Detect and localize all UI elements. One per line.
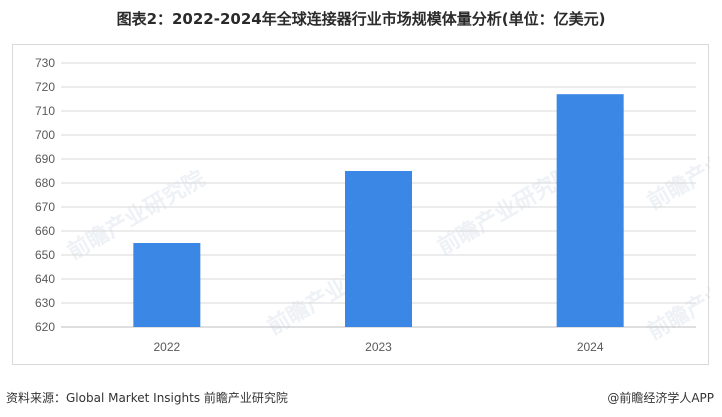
y-tick-label: 640 (35, 272, 55, 286)
y-tick-label: 680 (35, 176, 55, 190)
x-tick-label: 2022 (153, 340, 180, 354)
y-tick-label: 630 (35, 296, 55, 310)
chart-frame: 前瞻产业研究院 前瞻产业研究院 前瞻产业研究院 前瞻产业研究院 前瞻产业研究院 620 6… (12, 44, 710, 365)
bar-2022 (133, 243, 201, 327)
y-tick-label: 710 (35, 104, 55, 118)
bar-2023 (345, 171, 412, 327)
brand-note: @前瞻经济学人APP (607, 391, 714, 405)
y-axis: 620 630 640 650 660 670 680 690 700 710 720 730 (35, 56, 55, 334)
y-tick-label: 650 (35, 248, 55, 262)
bar-2024 (556, 94, 624, 327)
watermark-text: 前瞻产业研究院 (643, 116, 710, 216)
y-tick-label: 730 (35, 56, 55, 70)
y-tick-label: 720 (35, 80, 55, 94)
y-tick-label: 660 (35, 224, 55, 238)
y-tick-label: 690 (35, 152, 55, 166)
chart-title: 图表2：2022-2024年全球连接器行业市场规模体量分析(单位：亿美元) (116, 10, 606, 28)
y-tick-label: 670 (35, 200, 55, 214)
x-tick-label: 2023 (365, 340, 392, 354)
y-tick-label: 620 (35, 320, 55, 334)
bars (133, 94, 624, 327)
source-note: 资料来源：Global Market Insights 前瞻产业研究院 (6, 391, 288, 405)
x-tick-label: 2024 (577, 340, 604, 354)
y-tick-label: 700 (35, 128, 55, 142)
x-axis: 2022 2023 2024 (153, 340, 603, 354)
watermark-text: 前瞻产业研究院 (643, 246, 710, 346)
